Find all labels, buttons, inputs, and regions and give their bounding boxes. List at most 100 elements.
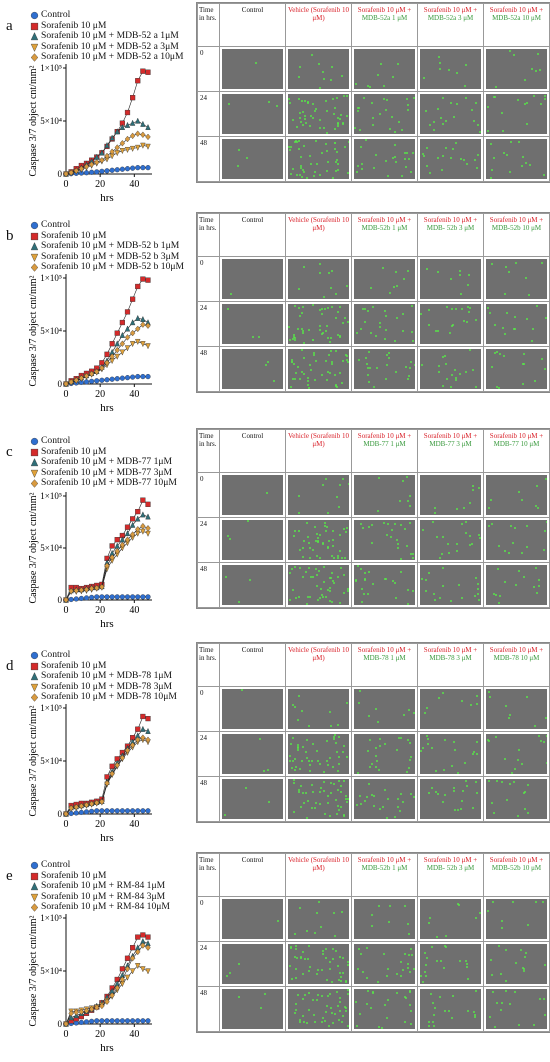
fluorescent-spot: [228, 102, 231, 105]
fluorescent-spot: [299, 117, 302, 119]
data-point: [140, 131, 146, 138]
fluorescent-spot: [319, 118, 322, 121]
fluorescent-spot: [301, 791, 304, 794]
data-point: [135, 948, 141, 956]
microscopy-image: [288, 304, 349, 344]
fluorescent-spot: [322, 790, 325, 793]
fluorescent-spot: [301, 123, 304, 126]
microscopy-image: [420, 565, 481, 605]
fluorescent-spot: [457, 583, 460, 586]
x-tick-label: 0: [64, 389, 69, 400]
data-point: [145, 525, 151, 532]
fluorescent-spot: [501, 326, 504, 329]
fluorescent-spot: [319, 926, 322, 929]
data-point: [83, 1007, 90, 1014]
fluorescent-spot: [330, 286, 333, 289]
header-cell: Vehicle (Sorafenib 10 μM): [285, 853, 352, 897]
data-point: [99, 377, 105, 383]
fluorescent-spot: [319, 329, 322, 331]
data-point: [130, 374, 136, 380]
legend: Control Sorafenib 10 μM Sorafenib 10 μM + …: [30, 9, 184, 63]
fluorescent-spot: [523, 792, 526, 795]
fluorescent-spot: [493, 352, 496, 355]
fluorescent-spot: [438, 556, 441, 559]
fluorescent-spot: [375, 367, 378, 370]
fluorescent-spot: [336, 770, 339, 773]
fluorescent-spot: [341, 321, 344, 324]
fluorescent-spot: [307, 101, 310, 104]
fluorescent-spot: [493, 592, 496, 595]
fluorescent-spot: [455, 308, 458, 311]
fluorescent-spot: [292, 704, 295, 707]
fluorescent-spot: [428, 1024, 431, 1027]
fluorescent-spot: [328, 599, 331, 602]
fluorescent-spot: [321, 373, 324, 376]
fluorescent-spot: [304, 118, 307, 121]
fluorescent-spot: [491, 991, 494, 994]
fluorescent-spot: [347, 140, 349, 143]
fluorescent-spot: [294, 705, 297, 708]
data-point: [73, 596, 79, 602]
data-point: [119, 123, 126, 130]
fluorescent-spot: [369, 287, 372, 290]
data-point: [124, 375, 131, 381]
fluorescent-spot: [327, 545, 329, 548]
fluorescent-spot: [399, 500, 402, 503]
fluorescent-spot: [314, 171, 316, 174]
fluorescent-spot: [332, 176, 335, 179]
data-point: [135, 736, 141, 744]
legend-marker: [30, 672, 39, 681]
fluorescent-spot: [465, 780, 468, 783]
fluorescent-spot: [297, 791, 300, 793]
image-cell: [219, 776, 286, 822]
fluorescent-spot: [336, 122, 339, 125]
fluorescent-spot: [444, 794, 447, 797]
microscopy-image: [222, 475, 283, 515]
fluorescent-spot: [297, 365, 300, 368]
fluorescent-spot: [530, 340, 533, 342]
time-label: 48: [200, 779, 207, 787]
data-point: [124, 965, 131, 973]
microscopy-image: [222, 779, 283, 819]
fluorescent-spot: [459, 292, 462, 295]
fluorescent-spot: [327, 337, 330, 340]
fluorescent-spot: [490, 366, 493, 368]
fluorescent-spot: [319, 325, 322, 328]
fluorescent-spot: [324, 525, 327, 528]
data-point: [129, 119, 136, 126]
legend-item: Sorafenib 10 μM + MDB-52 b 3μM: [30, 251, 184, 263]
microscopy-image: [420, 689, 481, 729]
data-point: [119, 966, 125, 972]
fluorescent-spot: [397, 805, 400, 808]
data-point: [83, 379, 90, 385]
fluorescent-spot: [445, 377, 448, 380]
fluorescent-spot: [409, 1009, 412, 1012]
microscopy-image: [288, 689, 349, 729]
header-drug-prefix: Sorafenib 10 μM +: [357, 646, 412, 654]
fluorescent-spot: [339, 114, 342, 116]
fluorescent-spot: [321, 332, 324, 335]
fluorescent-spot: [431, 1001, 434, 1004]
fluorescent-spot: [305, 176, 308, 179]
legend-item: Control: [30, 435, 177, 447]
legend-label: Sorafenib 10 μM + MDB-52 a 3μM: [41, 40, 179, 52]
microscopy-image: [354, 779, 415, 819]
fluorescent-spot: [478, 486, 481, 489]
fluorescent-spot: [335, 97, 338, 100]
fluorescent-spot: [372, 306, 375, 309]
image-cell: [483, 986, 550, 1032]
fluorescent-spot: [493, 324, 496, 327]
fluorescent-spot: [462, 789, 465, 792]
legend-marker: [30, 53, 39, 63]
fluorescent-spot: [345, 755, 348, 758]
header-cell: Sorafenib 10 μM + MDB-77 1 μM: [351, 429, 418, 473]
fluorescent-spot: [291, 766, 294, 769]
fluorescent-spot: [522, 967, 525, 969]
fluorescent-spot: [360, 568, 363, 571]
fluorescent-spot: [398, 120, 401, 123]
fluorescent-spot: [339, 534, 342, 536]
fluorescent-spot: [317, 968, 320, 971]
fluorescent-spot: [345, 115, 348, 118]
fluorescent-spot: [403, 995, 406, 998]
